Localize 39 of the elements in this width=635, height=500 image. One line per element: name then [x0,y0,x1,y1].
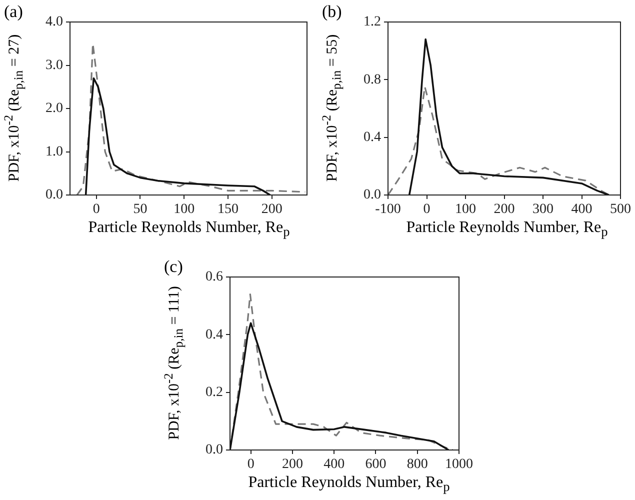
x-tick-label: 300 [532,202,554,218]
x-tick-label: 100 [174,202,195,218]
y-tick-label: 0.0 [364,188,381,203]
x-axis-title: Particle Reynolds Number, Re$_{p}$ [247,474,451,496]
x-tick-label: 200 [261,202,282,218]
y-tick-label: 1.2 [364,14,381,30]
y-tick-label: 0.0 [46,188,63,203]
x-tick-label: 500 [610,202,631,218]
chart-title: (c) [164,257,183,277]
y-tick-label: 0.8 [364,72,381,88]
y-tick-label: 2.0 [46,101,63,116]
x-tick-label: 200 [282,457,303,472]
y-tick-label: 4.0 [46,14,63,30]
line-series [230,294,454,450]
y-tick-label: 0.4 [206,327,223,342]
chart-title: (b) [322,2,342,22]
line-series [388,86,610,195]
x-tick-label: 1000 [445,457,473,472]
x-tick-label: 600 [365,457,386,472]
x-axis-title: Particle Reynolds Number, Re$_{p}$ [405,219,609,240]
x-tick-label: 50 [133,202,148,218]
y-tick-label: 0.4 [364,130,381,146]
x-tick-label: 400 [324,457,345,472]
x-tick-label: 0 [247,457,254,472]
x-axis-title: Particle Reynolds Number, Re$_{p}$ [87,219,291,240]
y-tick-label: 0.6 [206,270,223,285]
x-tick-label: 0 [92,202,100,218]
x-tick-label: 0 [423,202,430,218]
y-tick-label: 0.0 [206,442,223,458]
y-tick-label: 1.0 [46,144,63,160]
x-tick-label: 150 [218,202,238,218]
y-tick-label: 3.0 [46,58,63,73]
x-tick-label: 200 [494,202,515,218]
y-tick-label: 0.2 [206,385,223,400]
x-tick-label: -100 [375,202,401,218]
x-tick-label: 400 [571,202,592,218]
x-tick-label: 800 [406,457,428,472]
chart-title: (a) [4,2,23,22]
x-tick-label: 100 [455,202,476,218]
